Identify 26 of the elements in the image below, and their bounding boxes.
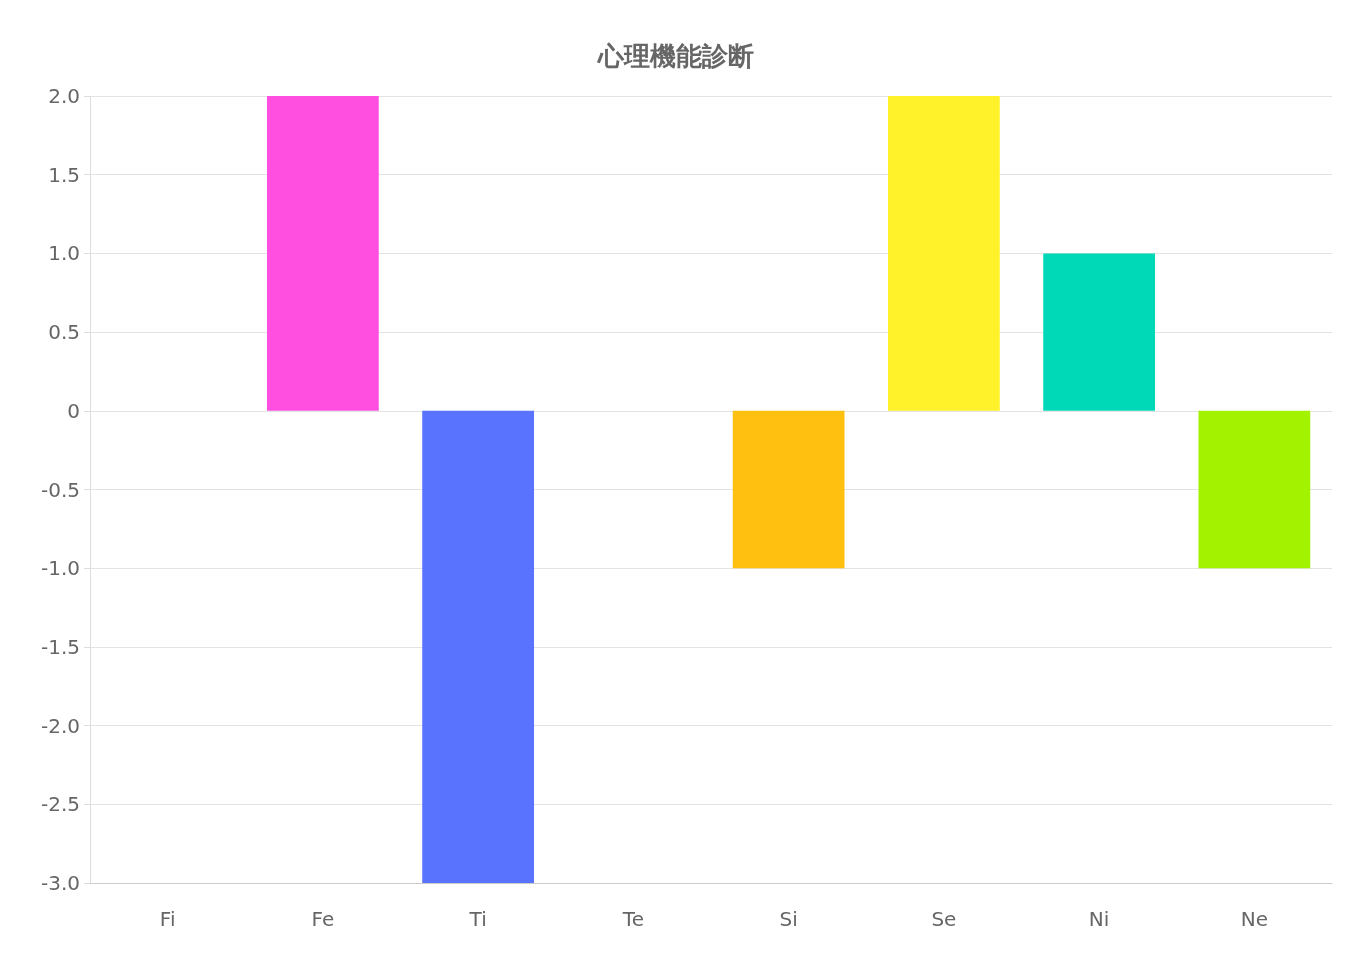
bar [887,96,1000,411]
x-tick-label: Fe [311,907,335,931]
x-tick-label: Fi [159,907,176,931]
bar [266,96,379,411]
y-tick-label: -2.0 [40,713,80,738]
chart-title: 心理機能診断 [596,41,754,71]
y-tick-label: 1.0 [48,241,80,266]
bar [422,410,535,883]
y-tick-label: -2.5 [40,792,80,817]
bar [1198,410,1311,569]
x-tick-label: Se [931,907,957,931]
y-tick-label: 0 [67,398,80,423]
y-tick-label: 1.5 [48,162,80,187]
x-tick-label: Te [621,907,644,931]
x-tick-label: Ni [1088,907,1110,931]
x-tick-label: Ti [468,907,487,931]
bar [1043,253,1156,411]
y-tick-label: 0.5 [48,320,80,345]
x-tick-label: Ne [1240,907,1269,931]
y-tick-label: -1.0 [40,556,80,581]
y-tick-label: 2.0 [48,84,80,108]
x-tick-label: Si [779,907,798,931]
y-tick-label: -0.5 [40,477,80,502]
y-tick-label: -1.5 [40,634,80,659]
y-tick-label: -3.0 [40,871,80,895]
bar [732,410,845,569]
